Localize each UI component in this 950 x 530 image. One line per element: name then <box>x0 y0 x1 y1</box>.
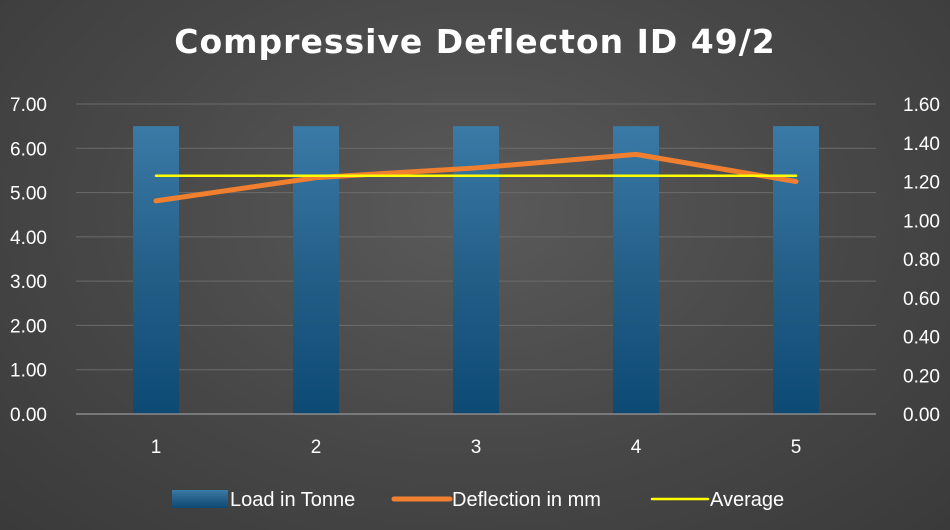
y-left-tick-label: 7.00 <box>10 95 47 116</box>
x-tick-label: 2 <box>311 437 322 458</box>
y-left-tick-label: 2.00 <box>10 316 47 337</box>
y-left-tick-label: 4.00 <box>10 228 47 249</box>
y-left-tick-label: 0.00 <box>10 405 47 426</box>
deflection-line <box>153 151 799 204</box>
legend-label: Average <box>710 489 784 511</box>
x-tick-label: 3 <box>471 437 482 458</box>
y-right-tick-label: 0.80 <box>903 250 940 271</box>
bar <box>453 126 499 415</box>
y-right-tick-label: 0.00 <box>903 405 940 426</box>
bar <box>293 126 339 415</box>
y-right-tick-label: 1.00 <box>903 211 940 232</box>
y-left-tick-label: 6.00 <box>10 139 47 160</box>
x-tick-label: 4 <box>631 437 642 458</box>
bar <box>773 126 819 415</box>
x-tick-label: 5 <box>791 437 802 458</box>
y-right-tick-label: 0.40 <box>903 328 940 349</box>
legend-swatch-bar <box>172 490 228 508</box>
legend-label: Deflection in mm <box>452 489 601 511</box>
y-right-tick-label: 0.20 <box>903 366 940 387</box>
legend-label: Load in Tonne <box>230 489 355 511</box>
y-right-tick-label: 1.40 <box>903 134 940 155</box>
bar <box>133 126 179 415</box>
y-left-tick-label: 5.00 <box>10 184 47 205</box>
y-right-tick-label: 1.60 <box>903 95 940 116</box>
bar <box>613 126 659 415</box>
chart-title: Compressive Deflecton ID 49/2 <box>174 22 776 61</box>
y-left-tick-label: 3.00 <box>10 272 47 293</box>
y-right-tick-label: 0.60 <box>903 289 940 310</box>
y-right-tick-label: 1.20 <box>903 173 940 194</box>
y-left-tick-label: 1.00 <box>10 361 47 382</box>
x-tick-label: 1 <box>151 437 162 458</box>
